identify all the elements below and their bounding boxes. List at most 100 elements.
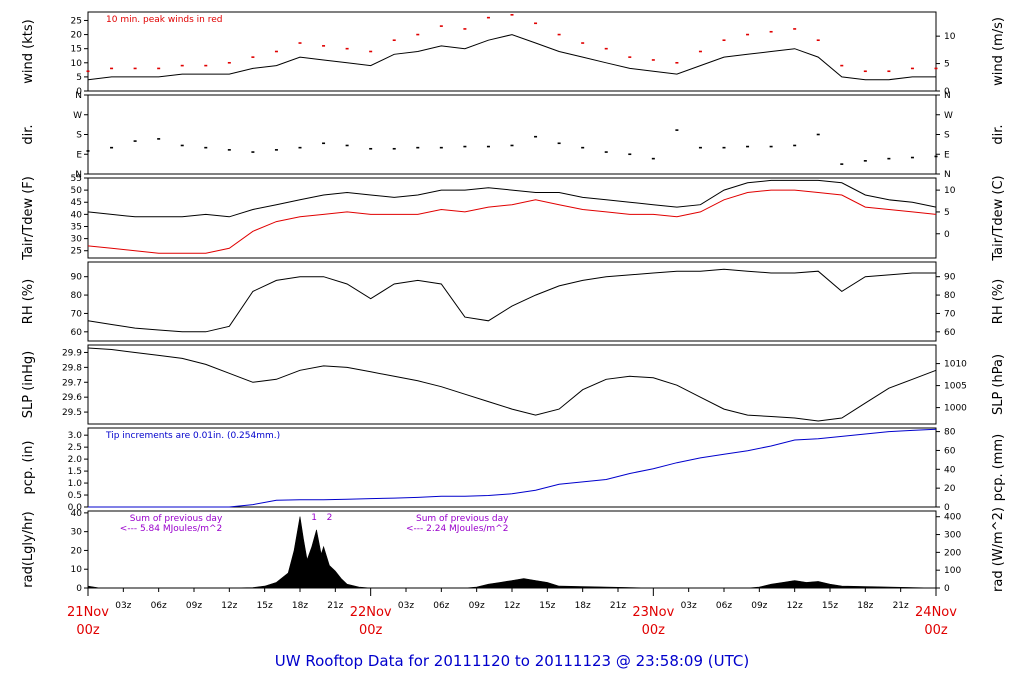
x-day-label: 23Nov xyxy=(632,605,674,620)
wind-point xyxy=(769,30,773,33)
pcp-series-line xyxy=(88,428,937,508)
wind-point xyxy=(180,64,184,67)
wind-point xyxy=(816,39,820,42)
wind-point xyxy=(204,64,208,67)
pcp-left-tick-label: 2.5 xyxy=(68,443,82,453)
rh-left-tick-label: 60 xyxy=(71,328,83,338)
rad-area xyxy=(87,516,937,589)
temp-left-tick-label: 40 xyxy=(71,210,83,220)
dir-point xyxy=(180,144,184,147)
x-tick-label: 21z xyxy=(610,601,626,611)
dir-point xyxy=(816,133,820,136)
temp-right-label: Tair/Tdew (C) xyxy=(991,175,1006,261)
slp-left-tick-label: 29.5 xyxy=(62,408,82,418)
x-tick-label: 12z xyxy=(221,601,237,611)
wind-point xyxy=(910,67,914,70)
x-tick-label: 03z xyxy=(115,601,131,611)
rad-annotation-line2: <--- 2.24 MJoules/m^2 xyxy=(406,524,508,534)
dir-point xyxy=(345,144,349,147)
wind-point xyxy=(86,70,90,73)
slp-right-tick-label: 1010 xyxy=(944,360,967,370)
wind-point xyxy=(392,39,396,42)
pcp-right-tick-label: 60 xyxy=(944,446,956,456)
rad-left-tick-label: 10 xyxy=(71,565,83,575)
temp-left-tick-label: 35 xyxy=(71,222,82,232)
wind-point xyxy=(698,50,702,53)
rh-frame xyxy=(87,261,937,342)
wind-right-tick-label: 5 xyxy=(944,60,950,70)
x-day-label: 24Nov xyxy=(915,605,957,620)
dir-left-tick-label: E xyxy=(76,150,82,160)
dir-point xyxy=(769,145,773,148)
wind-point xyxy=(793,28,797,30)
wind-point xyxy=(345,47,349,50)
rad-left-tick-label: 20 xyxy=(71,546,83,556)
rad-annotation-line1: Sum of previous day xyxy=(416,514,509,524)
slp-right-tick-label: 1000 xyxy=(944,404,967,414)
wind-point xyxy=(863,70,867,73)
wind-left-tick-label: 25 xyxy=(71,16,82,26)
slp-left-label: SLP (inHg) xyxy=(21,351,36,419)
temp-left-tick-label: 30 xyxy=(71,235,83,245)
rad-left-tick-label: 40 xyxy=(71,509,83,519)
x-tick-label: 09z xyxy=(469,601,485,611)
rh-left-tick-label: 80 xyxy=(71,291,83,301)
dir-right-tick-label: E xyxy=(944,150,950,160)
rad-annotation-line2: <--- 5.84 MJoules/m^2 xyxy=(120,524,222,534)
rh-right-tick-label: 60 xyxy=(944,328,956,338)
wind-point xyxy=(251,56,255,58)
dir-point xyxy=(369,147,373,150)
dir-point xyxy=(227,149,231,151)
dir-point xyxy=(863,160,867,162)
wind-right-tick-label: 0 xyxy=(944,87,950,97)
pcp-left-tick-label: 0.5 xyxy=(68,491,82,501)
wind-left-label: wind (kts) xyxy=(21,19,36,83)
rad-marker: 1 xyxy=(311,513,317,523)
x-tick-label: 21z xyxy=(327,601,343,611)
temp-left-tick-label: 25 xyxy=(71,247,82,257)
slp-right-label: SLP (hPa) xyxy=(991,354,1006,415)
wind-left-tick-label: 0 xyxy=(76,87,82,97)
wind-point xyxy=(651,59,655,61)
x-tick-label: 12z xyxy=(504,601,520,611)
x-tick-label: 09z xyxy=(751,601,767,611)
temp-right-tick-label: 5 xyxy=(944,208,950,218)
pcp-right-tick-label: 20 xyxy=(944,484,956,494)
dir-right-tick-label: N xyxy=(944,170,951,180)
wind-point xyxy=(157,67,161,70)
dir-right-tick-label: N xyxy=(944,91,951,101)
wind-point xyxy=(463,28,467,30)
pcp-left-tick-label: 1.5 xyxy=(68,467,82,477)
rad-right-tick-label: 100 xyxy=(944,566,961,576)
pcp-left-tick-label: 3.0 xyxy=(68,431,83,441)
dir-left-tick-label: N xyxy=(75,91,82,101)
x-tick-label: 06z xyxy=(433,601,449,611)
dir-point xyxy=(651,157,655,160)
wind-point xyxy=(133,67,137,70)
dir-left-tick-label: W xyxy=(73,111,82,121)
dir-point xyxy=(887,157,891,160)
dir-frame xyxy=(87,94,937,175)
dir-point xyxy=(557,142,561,145)
pcp-left-tick-label: 2.0 xyxy=(68,455,83,465)
rad-right-tick-label: 0 xyxy=(944,584,950,594)
wind-frame xyxy=(87,11,937,92)
x-day-hour-label: 00z xyxy=(359,623,383,638)
wind-right-tick-label: 10 xyxy=(944,32,956,42)
wind-point xyxy=(604,47,608,50)
dir-point xyxy=(392,147,396,150)
slp-left-tick-label: 29.9 xyxy=(62,348,82,358)
dir-point xyxy=(934,155,938,158)
x-day-hour-label: 00z xyxy=(924,623,948,638)
x-day-hour-label: 00z xyxy=(642,623,666,638)
x-tick-label: 15z xyxy=(257,601,273,611)
x-tick-label: 18z xyxy=(857,601,873,611)
wind-point xyxy=(581,42,585,44)
rad-right-label: rad (W/m^2) xyxy=(991,507,1006,592)
dir-point xyxy=(722,146,726,149)
x-day-label: 21Nov xyxy=(67,605,109,620)
wind-left-tick-label: 15 xyxy=(71,45,82,55)
